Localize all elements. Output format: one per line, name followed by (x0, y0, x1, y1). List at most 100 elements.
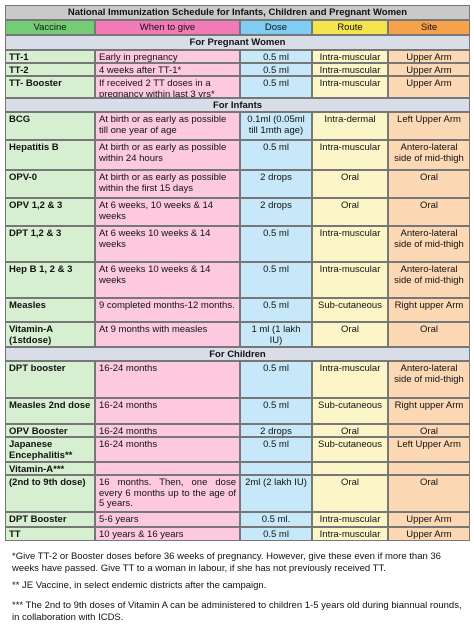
table-cell: At 6 weeks, 10 weeks & 14 weeks (95, 198, 240, 226)
table-cell: Oral (388, 198, 470, 226)
table-cell (388, 462, 470, 475)
table-cell: 0.5 ml. (240, 512, 312, 527)
table-cell: Oral (388, 475, 470, 512)
table-cell: 9 completed months-12 months. (95, 298, 240, 322)
table-cell: At birth or as early as possible till on… (95, 112, 240, 140)
table-cell: Upper Arm (388, 63, 470, 76)
table-cell: Antero-lateral side of mid-thigh (388, 226, 470, 262)
table-cell: Left Upper Arm (388, 437, 470, 462)
footnote: ** JE Vaccine, in select endemic distric… (12, 580, 267, 591)
table-cell: Oral (312, 198, 388, 226)
table-cell: At 6 weeks 10 weeks & 14 weeks (95, 262, 240, 298)
table-cell: 1 ml (1 lakh IU) (240, 322, 312, 347)
footnote: *Give TT-2 or Booster doses before 36 we… (12, 551, 441, 574)
table-cell: TT (5, 527, 95, 541)
table-cell: Antero-lateral side of mid-thigh (388, 140, 470, 170)
table-cell: TT-2 (5, 63, 95, 76)
table-cell: Antero-lateral side of mid-thigh (388, 262, 470, 298)
table-cell: Vitamin-A*** (5, 462, 95, 475)
table-cell: Oral (312, 475, 388, 512)
table-cell: 0.5 ml (240, 226, 312, 262)
section-title: For Pregnant Women (5, 35, 470, 50)
table-cell: DPT Booster (5, 512, 95, 527)
table-cell: Oral (312, 170, 388, 198)
table-cell: Oral (388, 424, 470, 437)
table-cell: Upper Arm (388, 512, 470, 527)
table-cell: Intra-muscular (312, 262, 388, 298)
column-header: Vaccine (5, 20, 95, 35)
table-cell: 0.5 ml (240, 298, 312, 322)
table-cell: 0.5 ml (240, 262, 312, 298)
table-cell (240, 462, 312, 475)
table-cell: Intra-muscular (312, 527, 388, 541)
table-cell: 0.1ml (0.05ml till 1mth age) (240, 112, 312, 140)
column-header: Dose (240, 20, 312, 35)
table-cell: Antero-lateral side of mid-thigh (388, 361, 470, 398)
column-header: Route (312, 20, 388, 35)
table-cell: 0.5 ml (240, 76, 312, 98)
table-cell: 2 drops (240, 170, 312, 198)
table-cell: At birth or as early as possible within … (95, 170, 240, 198)
table-cell: Oral (388, 170, 470, 198)
table-cell: 16-24 months (95, 437, 240, 462)
table-cell: 0.5 ml (240, 527, 312, 541)
table-cell: At 6 weeks 10 weeks & 14 weeks (95, 226, 240, 262)
table-cell: Left Upper Arm (388, 112, 470, 140)
table-cell: Hep B 1, 2 & 3 (5, 262, 95, 298)
table-cell: Oral (312, 322, 388, 347)
table-cell: TT- Booster (5, 76, 95, 98)
table-cell: TT-1 (5, 50, 95, 63)
table-cell: Intra-muscular (312, 50, 388, 63)
table-cell: 0.5 ml (240, 50, 312, 63)
table-cell: 10 years & 16 years (95, 527, 240, 541)
footnote: *** The 2nd to 9th doses of Vitamin A ca… (12, 600, 462, 623)
table-cell: Intra-muscular (312, 512, 388, 527)
column-header: When to give (95, 20, 240, 35)
table-cell: Oral (312, 424, 388, 437)
table-cell: If received 2 TT doses in a pregnancy wi… (95, 76, 240, 98)
table-cell: 5-6 years (95, 512, 240, 527)
table-cell: Intra-muscular (312, 76, 388, 98)
table-cell: OPV 1,2 & 3 (5, 198, 95, 226)
table-cell: Intra-muscular (312, 361, 388, 398)
table-cell: OPV-0 (5, 170, 95, 198)
table-cell: Measles 2nd dose (5, 398, 95, 424)
table-cell: 16-24 months (95, 398, 240, 424)
table-cell (95, 462, 240, 475)
table-cell: Upper Arm (388, 50, 470, 63)
table-cell: Intra-muscular (312, 140, 388, 170)
table-cell: 16-24 months (95, 361, 240, 398)
table-cell: Japanese Encephalitis** (5, 437, 95, 462)
table-cell: Sub-cutaneous (312, 398, 388, 424)
table-cell: At birth or as early as possible within … (95, 140, 240, 170)
column-header: Site (388, 20, 470, 35)
table-cell: 2ml (2 lakh IU) (240, 475, 312, 512)
table-cell: DPT booster (5, 361, 95, 398)
table-cell: Vitamin-A (1stdose) (5, 322, 95, 347)
table-cell: 0.5 ml (240, 361, 312, 398)
table-cell: 0.5 ml (240, 437, 312, 462)
section-title: For Infants (5, 98, 470, 112)
table-cell: 0.5 ml (240, 63, 312, 76)
table-cell: 0.5 ml (240, 398, 312, 424)
table-cell: At 9 months with measles (95, 322, 240, 347)
table-cell: 2 drops (240, 424, 312, 437)
table-cell: Sub-cutaneous (312, 437, 388, 462)
table-cell: 16 months. Then, one dose every 6 months… (95, 475, 240, 512)
table-cell: 16-24 months (95, 424, 240, 437)
table-cell: Right upper Arm (388, 298, 470, 322)
table-cell: 0.5 ml (240, 140, 312, 170)
table-cell: Hepatitis B (5, 140, 95, 170)
table-cell: Intra-dermal (312, 112, 388, 140)
table-cell: Upper Arm (388, 76, 470, 98)
table-cell: OPV Booster (5, 424, 95, 437)
table-cell: BCG (5, 112, 95, 140)
table-cell: Measles (5, 298, 95, 322)
table-cell: Right upper Arm (388, 398, 470, 424)
table-cell: Upper Arm (388, 527, 470, 541)
table-cell: Intra-muscular (312, 226, 388, 262)
table-cell: Sub-cutaneous (312, 298, 388, 322)
table-cell (312, 462, 388, 475)
table-cell: Intra-muscular (312, 63, 388, 76)
